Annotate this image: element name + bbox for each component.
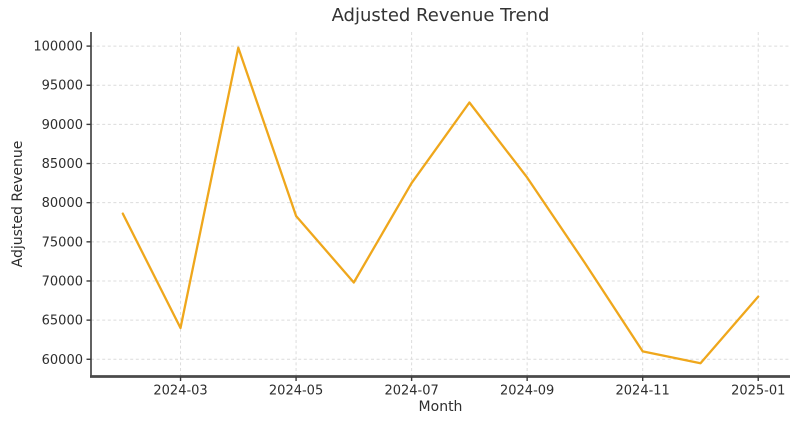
revenue-line-series [121,46,760,365]
x-tick-label: 2024-07 [384,384,438,399]
y-tick-label: 75000 [42,235,83,250]
y-tick-label: 70000 [42,274,83,289]
y-tick-label: 85000 [42,157,83,172]
y-tick-label: 60000 [42,353,83,368]
x-axis-label: Month [418,399,463,415]
x-tick-label: 2024-11 [616,384,670,399]
chart-title: Adjusted Revenue Trend [331,5,550,26]
y-tick-label: 95000 [42,79,83,94]
y-tick-label: 65000 [42,314,83,329]
x-tick-label: 2025-01 [731,384,785,399]
y-tick-label: 90000 [42,118,83,133]
x-tick-label: 2024-09 [500,384,554,399]
y-tick-label: 100000 [33,40,83,55]
y-tick-label: 80000 [42,196,83,211]
x-tick-label: 2024-03 [153,384,207,399]
x-tick-label: 2024-05 [269,384,323,399]
